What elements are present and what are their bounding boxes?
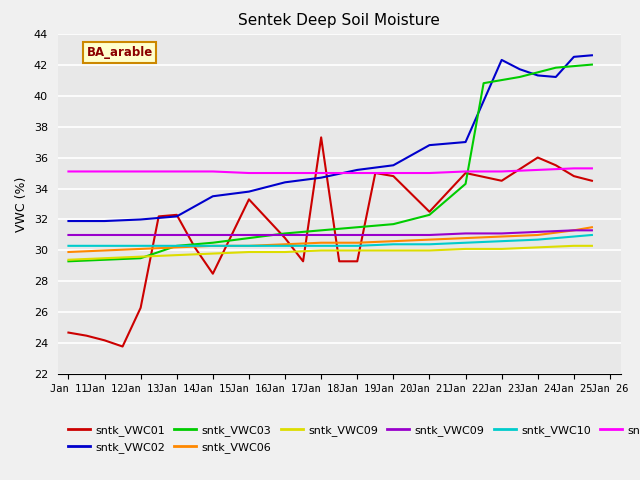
Y-axis label: VWC (%): VWC (%) [15,176,28,232]
Title: Sentek Deep Soil Moisture: Sentek Deep Soil Moisture [238,13,440,28]
Legend: sntk_VWC01, sntk_VWC02, sntk_VWC03, sntk_VWC06, sntk_VWC09, sntk_VWC09, sntk_VWC: sntk_VWC01, sntk_VWC02, sntk_VWC03, sntk… [63,421,640,457]
Text: BA_arable: BA_arable [86,46,153,59]
